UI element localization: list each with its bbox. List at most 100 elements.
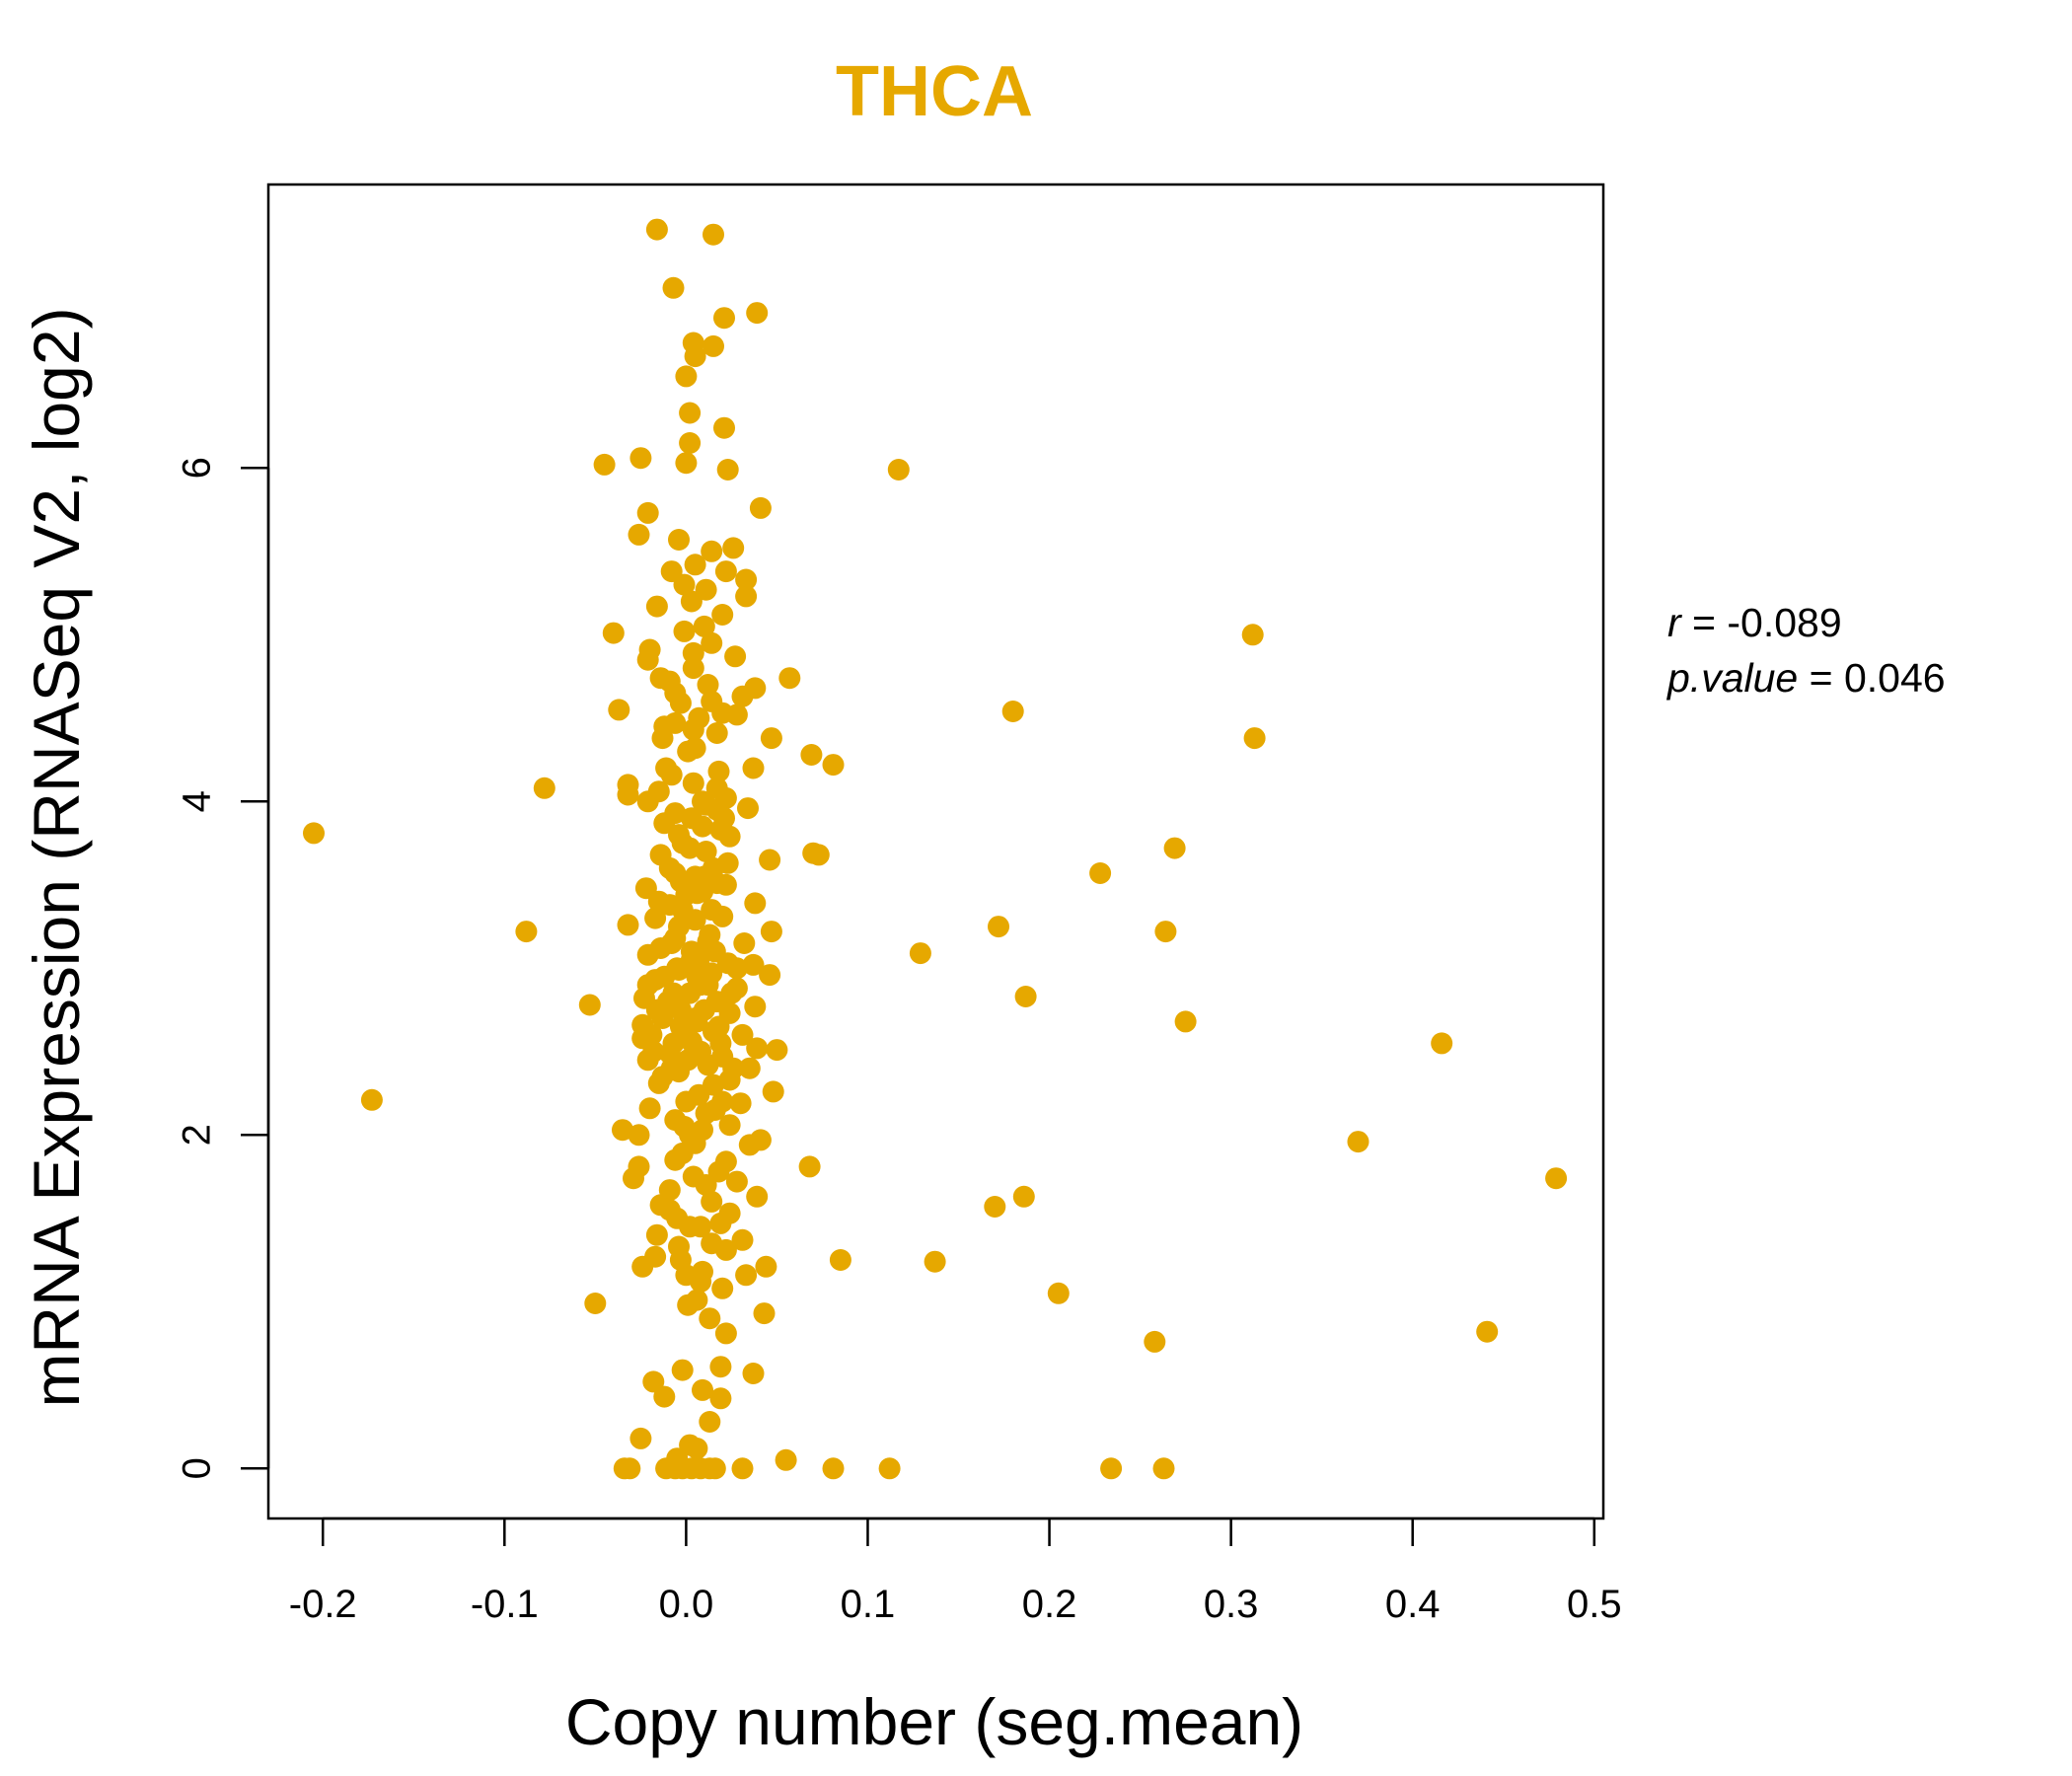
x-tick-label: 0.2	[1022, 1583, 1077, 1626]
data-point	[762, 1080, 784, 1103]
data-point	[677, 1294, 700, 1316]
data-point	[766, 1039, 788, 1062]
data-point	[733, 932, 756, 954]
data-point	[653, 812, 676, 835]
p-value: 0.046	[1844, 655, 1946, 701]
data-point	[744, 996, 767, 1018]
data-point	[1163, 837, 1186, 859]
data-point	[653, 1385, 676, 1408]
data-point	[729, 1092, 752, 1115]
data-point	[647, 890, 670, 913]
r-label: r	[1667, 600, 1683, 645]
data-point	[829, 1249, 851, 1271]
data-point	[711, 604, 734, 626]
data-point	[533, 777, 555, 799]
data-point	[664, 1148, 687, 1171]
data-point	[742, 953, 765, 976]
data-point	[636, 974, 659, 997]
data-point	[1174, 1010, 1197, 1033]
data-point	[711, 1277, 734, 1299]
data-point	[714, 1322, 737, 1345]
data-point	[778, 667, 801, 690]
data-point	[628, 1124, 650, 1147]
chart-title: THCA	[836, 52, 1033, 131]
data-point	[714, 873, 737, 896]
data-point	[602, 622, 625, 644]
data-point	[775, 1448, 797, 1471]
data-point	[1154, 921, 1177, 943]
data-point	[709, 1032, 732, 1055]
data-point	[699, 1411, 721, 1433]
data-point	[705, 798, 728, 821]
data-point	[593, 453, 616, 476]
data-point	[693, 865, 715, 888]
data-point	[680, 590, 703, 613]
data-point	[677, 1049, 700, 1072]
x-tick-label: 0.3	[1204, 1583, 1259, 1626]
x-tick-label: 0.5	[1567, 1583, 1622, 1626]
x-tick-label: -0.2	[289, 1583, 357, 1626]
data-point	[578, 994, 601, 1016]
data-point	[1100, 1457, 1123, 1480]
data-point	[679, 432, 702, 454]
data-point	[738, 1134, 761, 1156]
p-stat-line: p.value = 0.046	[1665, 655, 1946, 701]
data-point	[662, 1032, 685, 1055]
x-axis: -0.2 -0.1 0.0 0.1 0.2 0.3 0.4 0.5	[289, 1517, 1622, 1626]
data-point	[619, 1457, 641, 1480]
y-tick-label: 6	[176, 457, 219, 479]
data-point	[686, 882, 708, 905]
data-point	[692, 1378, 713, 1401]
data-point	[642, 1370, 665, 1393]
data-point	[746, 302, 769, 325]
data-point	[658, 856, 681, 879]
data-point	[705, 722, 728, 744]
data-point	[1243, 727, 1266, 750]
data-point	[688, 706, 710, 729]
data-point	[651, 1066, 674, 1088]
data-point	[1431, 1032, 1453, 1055]
data-point	[878, 1457, 901, 1480]
data-point	[1347, 1131, 1369, 1153]
data-point	[636, 790, 659, 813]
data-point	[693, 999, 715, 1021]
data-point	[695, 1174, 717, 1196]
data-point	[584, 1293, 607, 1314]
data-point	[668, 824, 690, 847]
data-point	[1476, 1320, 1499, 1343]
data-point	[737, 797, 759, 820]
data-point	[746, 1037, 769, 1060]
r-stat-line: r = -0.089	[1667, 600, 1842, 645]
data-point	[684, 1132, 706, 1154]
data-point	[718, 1114, 741, 1137]
data-point	[822, 1457, 845, 1480]
data-point	[645, 999, 668, 1021]
data-point	[725, 703, 748, 726]
data-point	[673, 1115, 696, 1138]
data-point	[720, 982, 743, 1004]
data-point	[709, 1387, 732, 1410]
data-point	[701, 540, 723, 562]
data-point	[753, 1302, 776, 1325]
data-point	[731, 685, 754, 707]
data-point	[671, 1359, 694, 1381]
plot-frame	[266, 183, 1605, 1520]
data-point	[617, 783, 639, 806]
data-point	[684, 345, 706, 368]
data-point	[1014, 986, 1037, 1007]
data-point	[1001, 701, 1024, 722]
data-point	[988, 916, 1009, 938]
data-point	[682, 772, 704, 794]
data-point	[668, 529, 690, 551]
data-point	[703, 1457, 726, 1480]
data-point	[655, 757, 678, 779]
data-point	[638, 1097, 661, 1120]
data-point	[660, 932, 683, 954]
x-tick-label: -0.1	[471, 1583, 539, 1626]
data-point	[798, 1155, 821, 1178]
data-point	[1241, 624, 1264, 646]
data-point	[731, 1023, 754, 1046]
data-point	[703, 334, 724, 357]
data-point	[699, 924, 721, 946]
data-point	[1012, 1185, 1035, 1208]
